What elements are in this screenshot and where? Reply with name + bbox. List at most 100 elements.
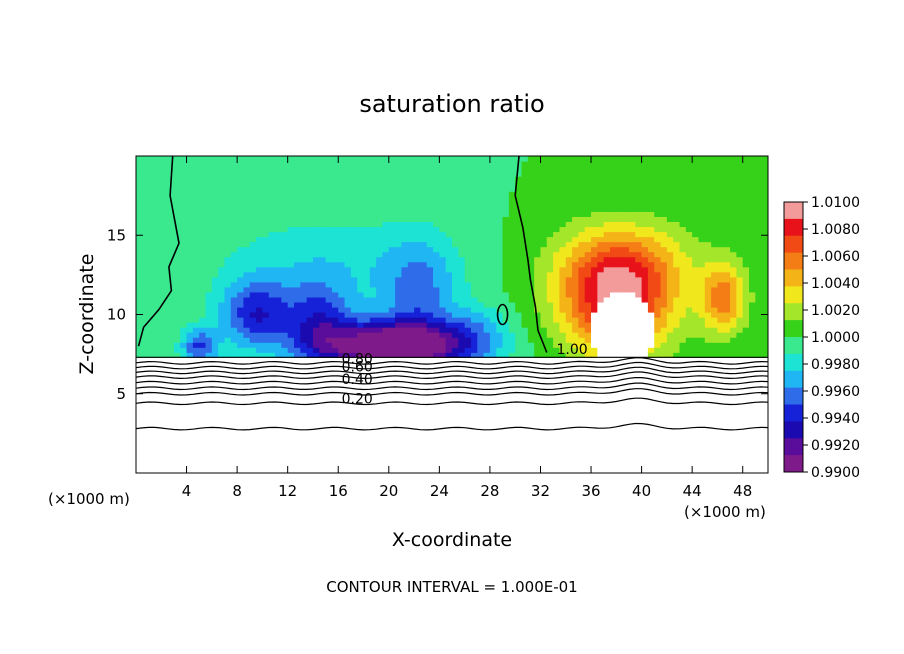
heat-cell	[287, 226, 295, 233]
heat-cell	[420, 312, 428, 318]
heat-cell	[736, 236, 744, 243]
heat-cell	[622, 337, 630, 343]
heat-cell	[742, 201, 750, 207]
heat-cell	[685, 261, 693, 268]
heat-cell	[489, 332, 497, 338]
heat-cell	[243, 261, 251, 268]
heat-cell	[591, 241, 598, 248]
heat-cell	[363, 291, 371, 298]
heat-cell	[395, 281, 403, 288]
heat-cell	[515, 256, 523, 263]
heat-cell	[489, 236, 497, 243]
heat-cell	[540, 327, 548, 333]
heat-cell	[742, 246, 750, 253]
heat-cell	[477, 317, 485, 323]
heat-cell	[692, 226, 700, 233]
heat-cell	[426, 231, 434, 238]
heat-cell	[704, 186, 712, 192]
heat-cell	[742, 221, 750, 228]
heat-cell	[426, 332, 434, 338]
heat-cell	[262, 276, 270, 283]
heat-cell	[401, 261, 409, 268]
heat-cell	[654, 246, 662, 253]
heat-cell	[660, 241, 668, 248]
heat-cell	[433, 271, 440, 278]
heat-cell	[723, 186, 731, 192]
heat-cell	[603, 286, 611, 293]
heat-cell	[591, 261, 598, 268]
heat-cell	[154, 196, 162, 202]
heat-cell	[180, 241, 188, 248]
heat-cell	[470, 246, 478, 253]
heat-cell	[136, 226, 143, 233]
heat-cell	[211, 301, 219, 308]
heat-cell	[736, 296, 744, 303]
heat-cell	[401, 291, 409, 298]
heat-cell	[306, 231, 314, 238]
heat-cell	[186, 256, 194, 263]
heat-cell	[749, 337, 756, 343]
heat-cell	[477, 337, 485, 343]
heat-cell	[628, 347, 636, 353]
heat-cell	[312, 196, 320, 202]
heat-cell	[256, 251, 263, 258]
heat-cell	[180, 191, 188, 197]
heat-cell	[414, 181, 421, 187]
heat-cell	[445, 211, 453, 217]
heat-cell	[407, 286, 415, 293]
heat-cell	[742, 352, 750, 358]
heat-cell	[395, 161, 403, 167]
heat-cell	[603, 342, 611, 348]
heat-cell	[142, 216, 150, 223]
heat-cell	[319, 156, 327, 162]
heat-cell	[597, 301, 605, 308]
heat-cell	[730, 156, 737, 162]
heat-cell	[218, 246, 226, 253]
heat-cell	[698, 291, 706, 298]
heat-cell	[433, 226, 440, 233]
heat-cell	[736, 312, 744, 318]
heat-cell	[755, 266, 763, 273]
heat-cell	[376, 261, 384, 268]
heat-cell	[338, 276, 346, 283]
heat-cell	[382, 266, 390, 273]
heat-cell	[445, 201, 453, 207]
heat-cell	[470, 201, 478, 207]
heat-cell	[534, 347, 542, 353]
heat-cell	[136, 231, 143, 238]
heat-cell	[470, 347, 478, 353]
heat-cell	[483, 246, 491, 253]
heat-cell	[692, 306, 700, 313]
heat-cell	[376, 251, 384, 258]
heat-cell	[673, 161, 681, 167]
heat-cell	[470, 166, 478, 172]
heat-cell	[742, 291, 750, 298]
heat-cell	[350, 266, 358, 273]
heat-cell	[136, 276, 143, 283]
heat-cell	[698, 176, 706, 182]
heat-cell	[294, 266, 301, 273]
heat-cell	[312, 171, 320, 177]
heat-cell	[350, 216, 358, 223]
heat-cell	[205, 306, 213, 313]
heat-cell	[357, 211, 365, 217]
heat-cell	[420, 261, 428, 268]
heat-cell	[218, 166, 226, 172]
heat-cell	[161, 211, 169, 217]
heat-cell	[660, 171, 668, 177]
heat-cell	[218, 301, 226, 308]
heat-cell	[458, 352, 466, 358]
heat-cell	[698, 226, 706, 233]
heat-cell	[287, 181, 295, 187]
heat-cell	[306, 211, 314, 217]
heat-cell	[610, 276, 617, 283]
heat-cell	[546, 156, 554, 162]
heat-cell	[572, 191, 579, 197]
heat-cell	[635, 191, 643, 197]
heat-cell	[388, 231, 396, 238]
heat-cell	[401, 236, 409, 243]
heat-cell	[477, 236, 485, 243]
heat-cell	[464, 322, 472, 328]
heat-cell	[192, 231, 200, 238]
heat-cell	[698, 271, 706, 278]
